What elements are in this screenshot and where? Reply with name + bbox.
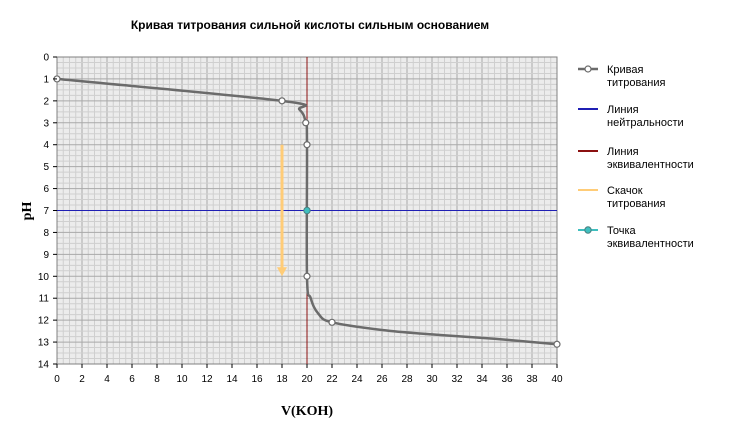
legend-item: Точка эквивалентности [578, 225, 694, 250]
x-tick-label: 24 [351, 374, 363, 385]
y-tick-label: 12 [38, 316, 50, 327]
legend-item: Линия эквивалентности [578, 146, 694, 171]
legend-swatch-marker [584, 65, 592, 73]
y-tick-label: 10 [38, 272, 50, 283]
legend-item: Скачок титрования [578, 185, 666, 210]
y-tick-label: 2 [43, 96, 49, 107]
y-tick-label: 6 [43, 184, 49, 195]
y-tick-label: 7 [43, 206, 49, 217]
legend-label-line: Кривая [607, 64, 644, 76]
x-tick-label: 16 [251, 374, 263, 385]
y-tick-label: 4 [43, 140, 49, 151]
y-tick-label: 9 [43, 250, 49, 261]
x-tick-label: 38 [526, 374, 538, 385]
x-tick-label: 18 [276, 374, 288, 385]
legend-label-line: Точка [607, 225, 637, 237]
x-tick-label: 10 [176, 374, 188, 385]
titration-curve-point [328, 318, 336, 326]
legend-label: Точка эквивалентности [607, 225, 694, 250]
y-tick-label: 5 [43, 162, 49, 173]
legend-label: Линия эквивалентности [607, 146, 694, 171]
x-tick-label: 2 [79, 374, 85, 385]
titration-curve-point [302, 119, 310, 127]
legend-label-line: Скачок [607, 185, 643, 197]
y-tick-label: 11 [39, 294, 50, 305]
plot-area [53, 56, 561, 365]
y-axis-label: pH [20, 202, 35, 221]
titration-curve-line [56, 77, 558, 346]
x-tick-label: 26 [376, 374, 388, 385]
series-layer [53, 57, 561, 364]
x-tick-label: 32 [451, 374, 463, 385]
x-tick-label: 28 [401, 374, 413, 385]
y-tick-label: 3 [43, 118, 49, 129]
titration-curve-point [303, 272, 311, 280]
x-tick-label: 30 [426, 374, 438, 385]
legend-label-line: титрования [607, 198, 666, 210]
legend-label-line: эквивалентности [607, 159, 694, 171]
x-tick-label: 36 [501, 374, 513, 385]
x-tick-label: 34 [476, 374, 488, 385]
y-tick-label: 1 [43, 74, 49, 85]
y-tick-label: 8 [43, 228, 49, 239]
titration-jump-arrow-head [277, 267, 287, 277]
legend-swatch-marker [584, 226, 592, 234]
titration-curve-point [303, 141, 311, 149]
y-tick-label: 0 [43, 53, 49, 64]
x-tick-label: 4 [104, 374, 110, 385]
legend-item: Линия нейтральности [578, 104, 684, 129]
x-tick-label: 0 [54, 374, 60, 385]
y-tick-label: 13 [38, 338, 50, 349]
y-tick-label: 14 [38, 360, 50, 371]
x-tick-label: 22 [326, 374, 338, 385]
x-tick-label: 8 [154, 374, 160, 385]
legend-item: Кривая титрования [578, 64, 666, 89]
titration-curve-point [278, 97, 286, 105]
x-axis-label: V(KOH) [281, 404, 333, 419]
legend-label-line: Линия [607, 146, 639, 158]
legend-label-line: нейтральности [607, 117, 684, 129]
x-tick-label: 12 [201, 374, 213, 385]
legend-label: Скачок титрования [607, 185, 666, 210]
legend-label-line: Линия [607, 104, 639, 116]
equivalence-point [303, 206, 311, 215]
x-tick-label: 20 [301, 374, 313, 385]
x-tick-label: 6 [129, 374, 135, 385]
legend-label: Линия нейтральности [607, 104, 684, 129]
legend-label-line: титрования [607, 77, 666, 89]
titration-curve-point [553, 340, 561, 348]
x-tick-label: 40 [551, 374, 563, 385]
x-axis-ticks: 0 2 4 6 8 10 12 14 16 18 20 22 24 26 28 30 32 34 36 38 40 [54, 364, 563, 385]
legend-label-line: эквивалентности [607, 238, 694, 250]
x-tick-label: 14 [226, 374, 238, 385]
legend-label: Кривая титрования [607, 64, 666, 89]
chart-title: Кривая титрования сильной кислоты сильны… [131, 18, 489, 32]
